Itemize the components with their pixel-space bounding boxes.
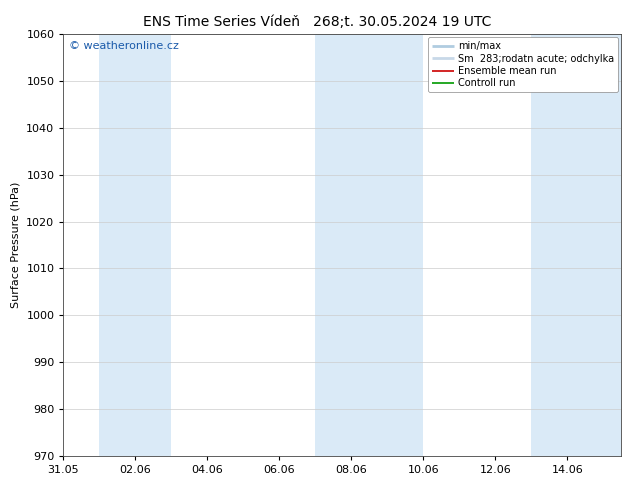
- Legend: min/max, Sm  283;rodatn acute; odchylka, Ensemble mean run, Controll run: min/max, Sm 283;rodatn acute; odchylka, …: [428, 37, 618, 92]
- Bar: [315, 34, 387, 456]
- Text: © weatheronline.cz: © weatheronline.cz: [69, 41, 179, 50]
- Bar: [531, 34, 621, 456]
- Text: ENS Time Series Vídeň   268;t. 30.05.2024 19 UTC: ENS Time Series Vídeň 268;t. 30.05.2024 …: [143, 15, 491, 29]
- Bar: [100, 34, 171, 456]
- Y-axis label: Surface Pressure (hPa): Surface Pressure (hPa): [11, 182, 21, 308]
- Bar: [387, 34, 424, 456]
